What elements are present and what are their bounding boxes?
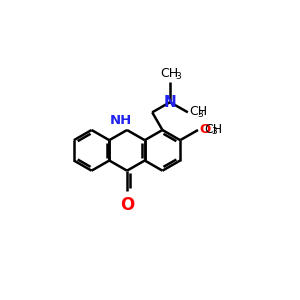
Text: O: O	[120, 196, 134, 214]
Text: CH: CH	[204, 123, 222, 136]
Text: 3: 3	[212, 128, 217, 136]
Text: CH: CH	[160, 67, 178, 80]
Text: O: O	[199, 123, 210, 136]
Text: CH: CH	[190, 105, 208, 118]
Text: NH: NH	[110, 114, 132, 127]
Text: 3: 3	[175, 72, 181, 81]
Text: 3: 3	[197, 110, 203, 119]
Text: N: N	[164, 95, 176, 110]
